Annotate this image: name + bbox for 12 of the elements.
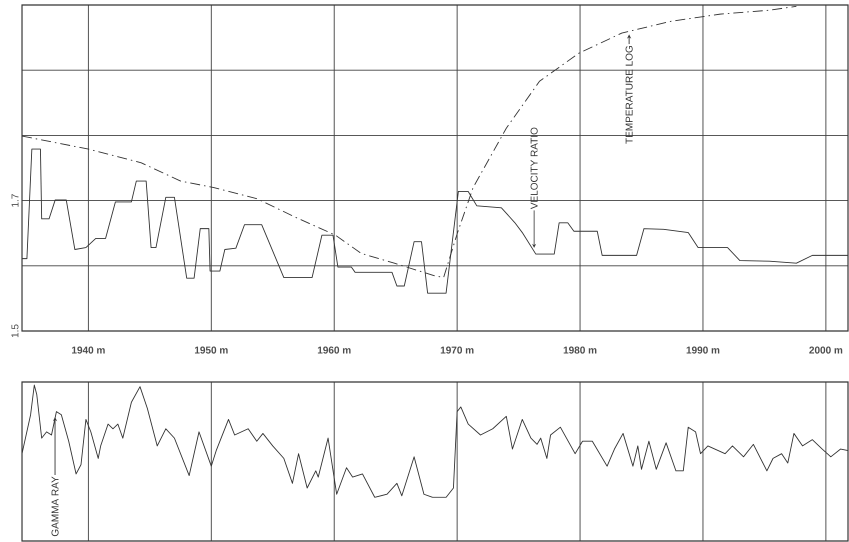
- text: VELOCITY RATIO: [530, 128, 538, 210]
- x-tick-label: 2000 m: [809, 346, 842, 354]
- y-tick-label: 1.7: [12, 194, 18, 207]
- x-tick-label: 1990 m: [686, 346, 720, 354]
- x-tick-label: 1960 m: [318, 346, 351, 354]
- x-tick-label: 1950 m: [194, 346, 228, 354]
- x-tick-label: 1980 m: [564, 346, 596, 354]
- y-tick-label: 1.5: [11, 324, 18, 338]
- text: GAMMA RAY: [52, 476, 59, 536]
- x-tick-label: 1940 m: [72, 346, 105, 354]
- legend-label: TEMPERATURE LOG: [626, 46, 633, 144]
- x-tick-label: 1970 m: [440, 346, 474, 354]
